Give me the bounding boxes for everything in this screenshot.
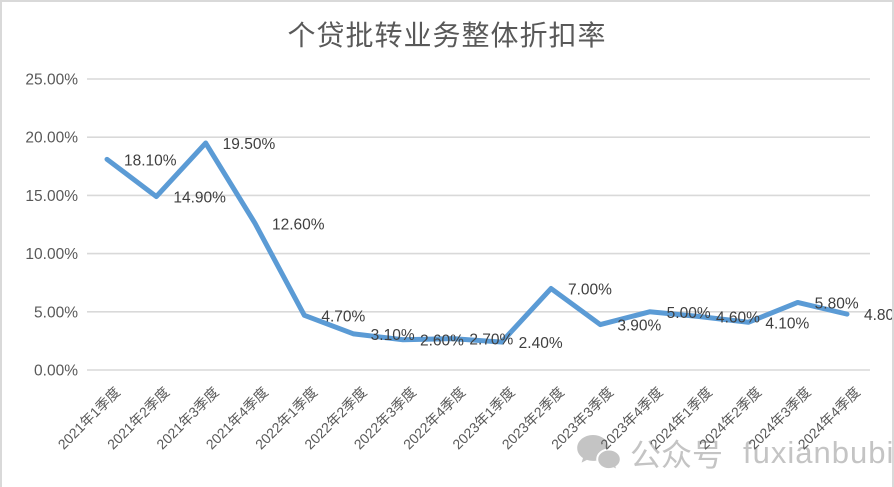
data-label: 2.40% <box>519 335 563 352</box>
y-tick-label: 15.00% <box>25 188 78 205</box>
data-label: 4.70% <box>321 308 365 325</box>
y-tick-label: 20.00% <box>25 130 78 147</box>
wechat-watermark: 公众号 fuxianbubin <box>576 430 894 475</box>
data-label: 4.10% <box>765 315 809 332</box>
y-tick-label: 5.00% <box>34 304 78 321</box>
line-series <box>104 140 850 345</box>
data-label: 3.10% <box>371 327 415 344</box>
data-label: 18.10% <box>124 152 177 169</box>
data-label: 5.00% <box>667 305 711 322</box>
data-label: 5.80% <box>815 295 859 312</box>
y-tick-label: 25.00% <box>25 72 78 89</box>
data-label: 4.80% <box>864 307 894 324</box>
data-label: 4.60% <box>716 309 760 326</box>
y-tick-label: 10.00% <box>25 246 78 263</box>
data-label: 19.50% <box>223 136 276 153</box>
data-label: 14.90% <box>173 190 226 207</box>
watermark-handle: fuxianbubin <box>743 434 894 470</box>
chart-title: 个贷批转业务整体折扣率 <box>287 20 607 51</box>
data-label: 2.60% <box>420 333 464 350</box>
data-label: 3.90% <box>617 318 661 335</box>
data-label: 7.00% <box>568 282 612 299</box>
data-label: 12.60% <box>272 216 325 233</box>
watermark-label: 公众号 <box>630 438 723 473</box>
data-label: 2.70% <box>469 332 513 349</box>
y-tick-label: 0.00% <box>34 363 78 380</box>
